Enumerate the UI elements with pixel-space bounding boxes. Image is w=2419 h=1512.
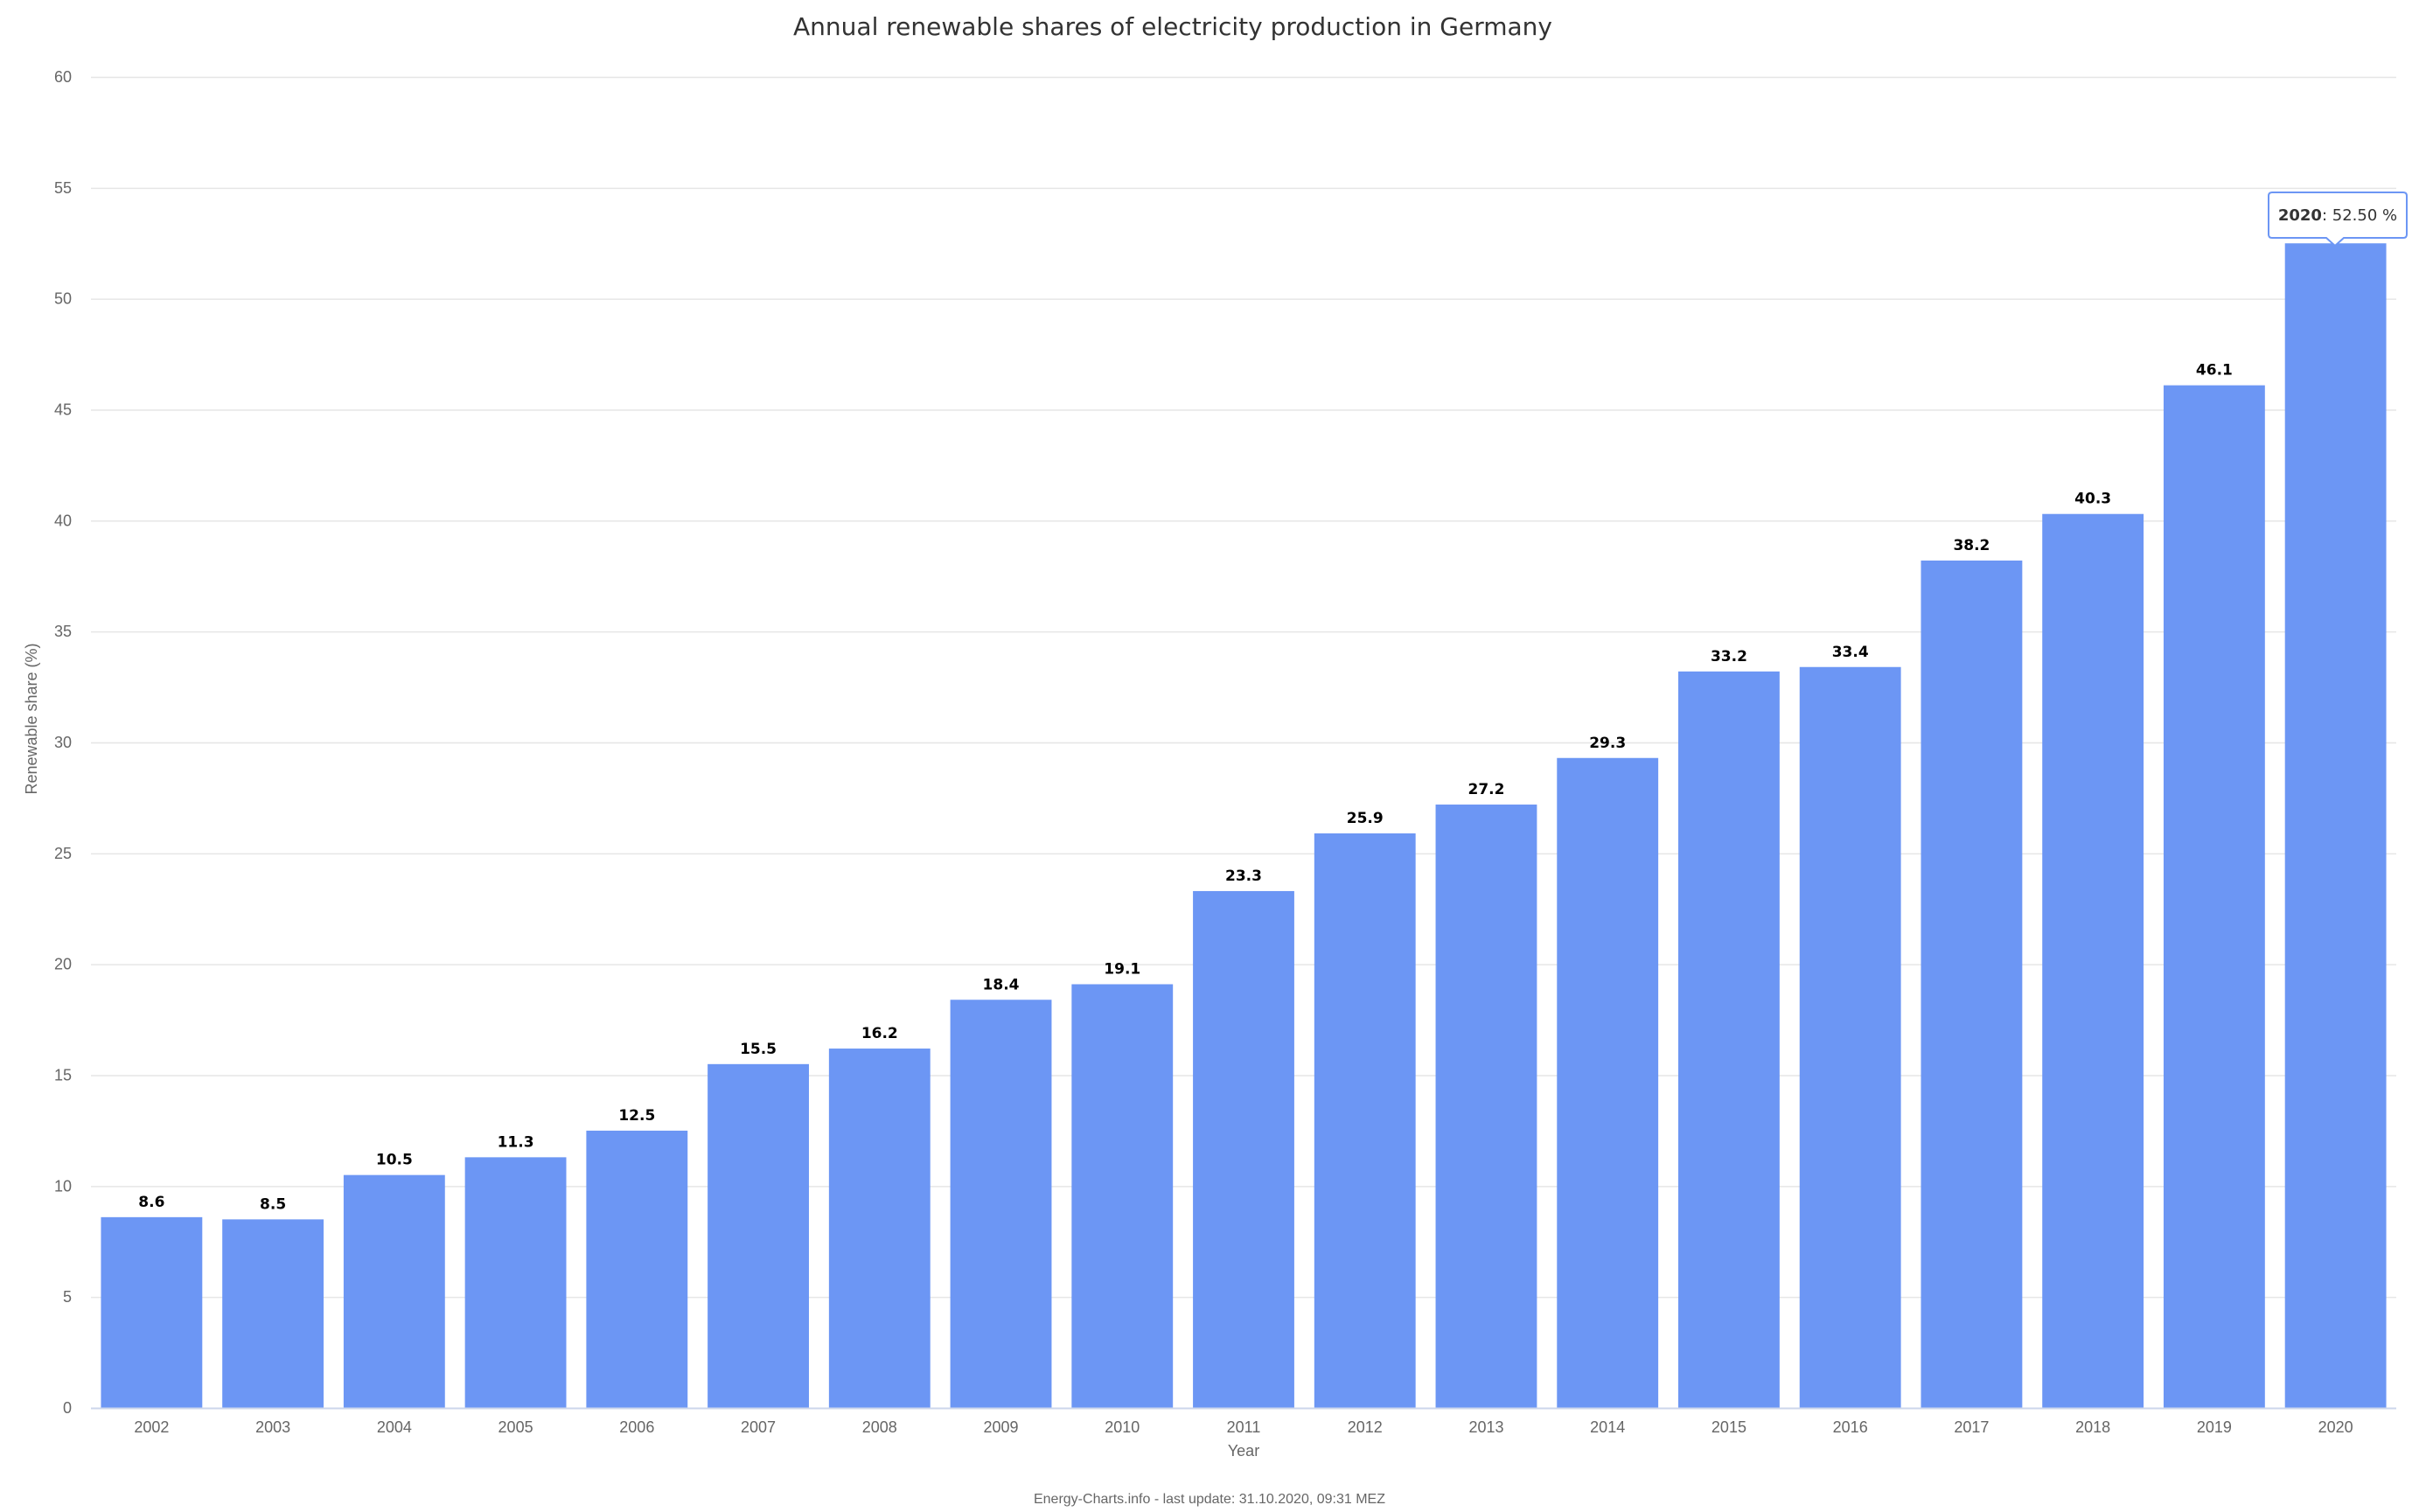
y-tick-label: 10 (54, 1177, 72, 1195)
data-label: 33.4 (1832, 644, 1869, 661)
x-tick-label: 2015 (1711, 1418, 1746, 1436)
y-tick-label: 20 (54, 956, 72, 973)
y-tick-label: 0 (63, 1399, 72, 1417)
data-label: 46.1 (2196, 362, 2233, 380)
x-axis-label: Year (1228, 1442, 1259, 1460)
data-label: 10.5 (376, 1152, 413, 1169)
bar[interactable] (1435, 805, 1537, 1408)
x-tick-label: 2009 (984, 1418, 1019, 1436)
y-axis-label: Renewable share (%) (23, 643, 40, 794)
bar[interactable] (708, 1063, 809, 1408)
y-tick-label: 55 (54, 179, 72, 197)
bar[interactable] (1314, 833, 1416, 1408)
x-tick-label: 2006 (619, 1418, 654, 1436)
bar[interactable] (1799, 666, 1901, 1408)
data-label: 11.3 (498, 1133, 534, 1151)
data-label: 16.2 (861, 1025, 898, 1042)
bar[interactable] (1071, 984, 1174, 1408)
y-tick-label: 45 (54, 401, 72, 419)
data-label: 18.4 (983, 976, 1020, 993)
data-label: 19.1 (1104, 960, 1140, 978)
x-tick-label: 2003 (255, 1418, 290, 1436)
x-tick-label: 2020 (2318, 1418, 2353, 1436)
y-tick-label: 40 (54, 512, 72, 529)
bar[interactable] (1921, 560, 2023, 1408)
data-label: 27.2 (1467, 781, 1504, 798)
y-tick-label: 35 (54, 623, 72, 640)
x-tick-label: 2008 (862, 1418, 897, 1436)
bar[interactable] (222, 1219, 324, 1408)
x-tick-label: 2011 (1227, 1418, 1261, 1436)
y-tick-label: 30 (54, 734, 72, 751)
y-tick-label: 60 (54, 68, 72, 86)
y-tick-label: 25 (54, 845, 72, 862)
bar[interactable] (1557, 757, 1659, 1408)
x-tick-label: 2005 (498, 1418, 533, 1436)
data-label: 8.6 (138, 1194, 164, 1211)
data-label: 29.3 (1589, 735, 1626, 752)
x-tick-label: 2018 (2075, 1418, 2110, 1436)
bar[interactable] (2284, 243, 2387, 1408)
bar[interactable] (343, 1174, 445, 1408)
tooltip-text: 2020: 52.50 % (2278, 206, 2397, 225)
y-tick-label: 5 (63, 1288, 72, 1306)
bar[interactable] (586, 1130, 688, 1408)
data-label: 15.5 (740, 1041, 777, 1058)
x-tick-label: 2016 (1833, 1418, 1868, 1436)
y-tick-label: 15 (54, 1067, 72, 1084)
bar[interactable] (2163, 385, 2265, 1408)
chart-title: Annual renewable shares of electricity p… (793, 12, 1552, 41)
bar[interactable] (950, 1000, 1052, 1408)
tooltip-category: 2020 (2278, 206, 2322, 225)
bar[interactable] (464, 1157, 567, 1408)
x-tick-label: 2013 (1468, 1418, 1503, 1436)
data-label: 38.2 (1953, 537, 1990, 554)
x-tick-label: 2017 (1954, 1418, 1989, 1436)
bar[interactable] (1193, 890, 1294, 1408)
bar[interactable] (828, 1049, 931, 1408)
data-label: 23.3 (1225, 867, 1262, 885)
y-axis-ticks: 0 5 10 15 20 25 30 35 40 45 50 55 60 (54, 68, 72, 1417)
x-tick-label: 2004 (377, 1418, 412, 1436)
x-tick-label: 2019 (2197, 1418, 2232, 1436)
tooltip: 2020: 52.50 % (2268, 192, 2408, 247)
x-tick-label: 2012 (1348, 1418, 1383, 1436)
data-label: 12.5 (618, 1107, 655, 1125)
data-label: 40.3 (2074, 491, 2111, 508)
data-label: 8.5 (260, 1195, 286, 1213)
bars (101, 243, 2387, 1408)
x-axis-ticks: 2002 2003 2004 2005 2006 2007 2008 2009 2010 2011… (134, 1418, 2353, 1436)
tooltip-separator: : (2322, 206, 2332, 225)
data-label: 33.2 (1711, 648, 1747, 665)
tooltip-value: 52.50 % (2332, 206, 2397, 225)
y-tick-label: 50 (54, 290, 72, 308)
chart-credit: Energy-Charts.info - last update: 31.10.… (1034, 1492, 1385, 1507)
data-labels: 8.6 8.5 10.5 11.3 12.5 15.5 16.2 18.4 19.1 23.3 25… (138, 362, 2233, 1214)
x-tick-label: 2014 (1590, 1418, 1625, 1436)
bar[interactable] (1678, 671, 1780, 1408)
data-label: 25.9 (1347, 810, 1384, 827)
x-tick-label: 2010 (1105, 1418, 1140, 1436)
bar[interactable] (101, 1216, 203, 1408)
bar[interactable] (2042, 513, 2144, 1408)
x-tick-label: 2002 (134, 1418, 169, 1436)
x-tick-label: 2007 (741, 1418, 776, 1436)
tooltip-box (2268, 192, 2408, 247)
